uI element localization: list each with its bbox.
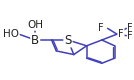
Text: OH: OH: [27, 20, 43, 30]
Text: F: F: [127, 23, 133, 33]
Text: F: F: [98, 23, 104, 33]
Text: HO: HO: [3, 29, 19, 39]
Text: S: S: [64, 34, 72, 46]
Text: B: B: [31, 34, 39, 46]
Text: F: F: [118, 29, 124, 39]
Text: F: F: [127, 31, 133, 41]
